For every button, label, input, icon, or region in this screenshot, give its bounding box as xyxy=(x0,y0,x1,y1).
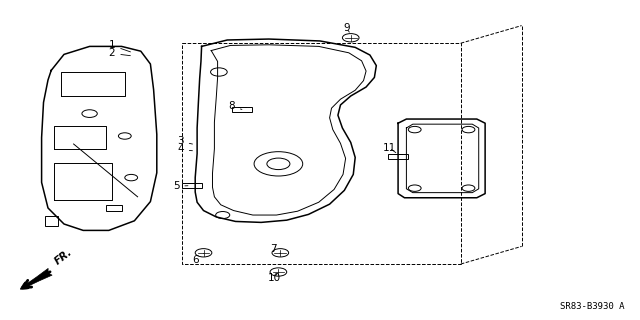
Text: 2: 2 xyxy=(109,48,131,59)
Text: 6: 6 xyxy=(192,253,204,265)
Text: 10: 10 xyxy=(268,273,280,283)
Text: 9: 9 xyxy=(344,23,350,33)
Text: 5: 5 xyxy=(173,181,188,191)
Bar xyxy=(388,154,408,159)
Text: SR83-B3930 A: SR83-B3930 A xyxy=(559,302,624,311)
Bar xyxy=(45,216,58,226)
Bar xyxy=(232,107,252,112)
Text: 7: 7 xyxy=(271,244,280,254)
Bar xyxy=(182,183,202,188)
Text: 11: 11 xyxy=(383,143,396,153)
Text: 8: 8 xyxy=(228,101,242,111)
Text: 1: 1 xyxy=(109,40,131,52)
Text: 3: 3 xyxy=(177,136,193,147)
Text: FR.: FR. xyxy=(52,246,74,266)
Bar xyxy=(106,205,122,211)
Text: 4: 4 xyxy=(177,144,193,155)
